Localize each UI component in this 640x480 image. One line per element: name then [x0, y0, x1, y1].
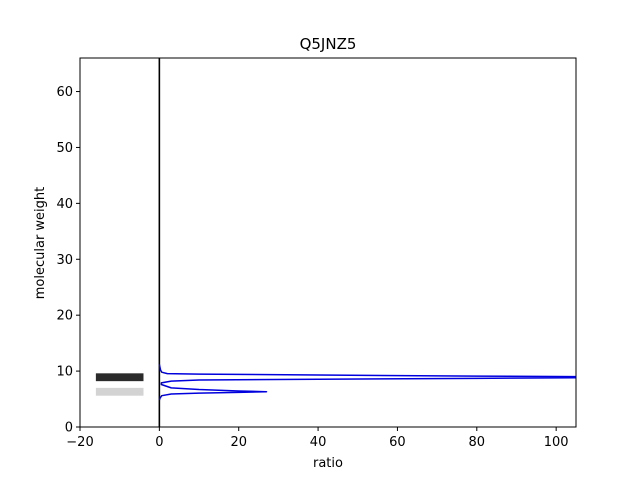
plot-area [95, 58, 577, 427]
x-axis-label: ratio [313, 456, 343, 471]
band-2 [95, 387, 144, 396]
x-tick-label: 20 [230, 435, 247, 450]
x-tick-label: 100 [544, 435, 569, 450]
chart-title: Q5JNZ5 [300, 35, 357, 53]
y-axis-label: molecular weight [33, 187, 48, 300]
y-tick-label: 10 [56, 365, 73, 380]
y-axis: 0 10 20 30 40 50 60 [56, 85, 80, 436]
x-tick-label: 80 [469, 435, 486, 450]
series-line-2 [158, 377, 577, 401]
band-1 [95, 373, 144, 382]
y-tick-label: 20 [56, 309, 73, 324]
x-tick-label: −20 [66, 435, 93, 450]
x-tick-label: 40 [310, 435, 327, 450]
x-tick-label: 0 [155, 435, 163, 450]
y-tick-label: 40 [56, 197, 73, 212]
y-tick-label: 0 [65, 421, 73, 436]
series-line-1 [158, 364, 577, 378]
y-tick-label: 30 [56, 253, 73, 268]
x-tick-label: 60 [389, 435, 406, 450]
plot-frame [79, 57, 577, 428]
y-tick-label: 60 [56, 85, 73, 100]
y-tick-label: 50 [56, 141, 73, 156]
x-axis: −20 0 20 40 60 80 100 [66, 427, 569, 450]
